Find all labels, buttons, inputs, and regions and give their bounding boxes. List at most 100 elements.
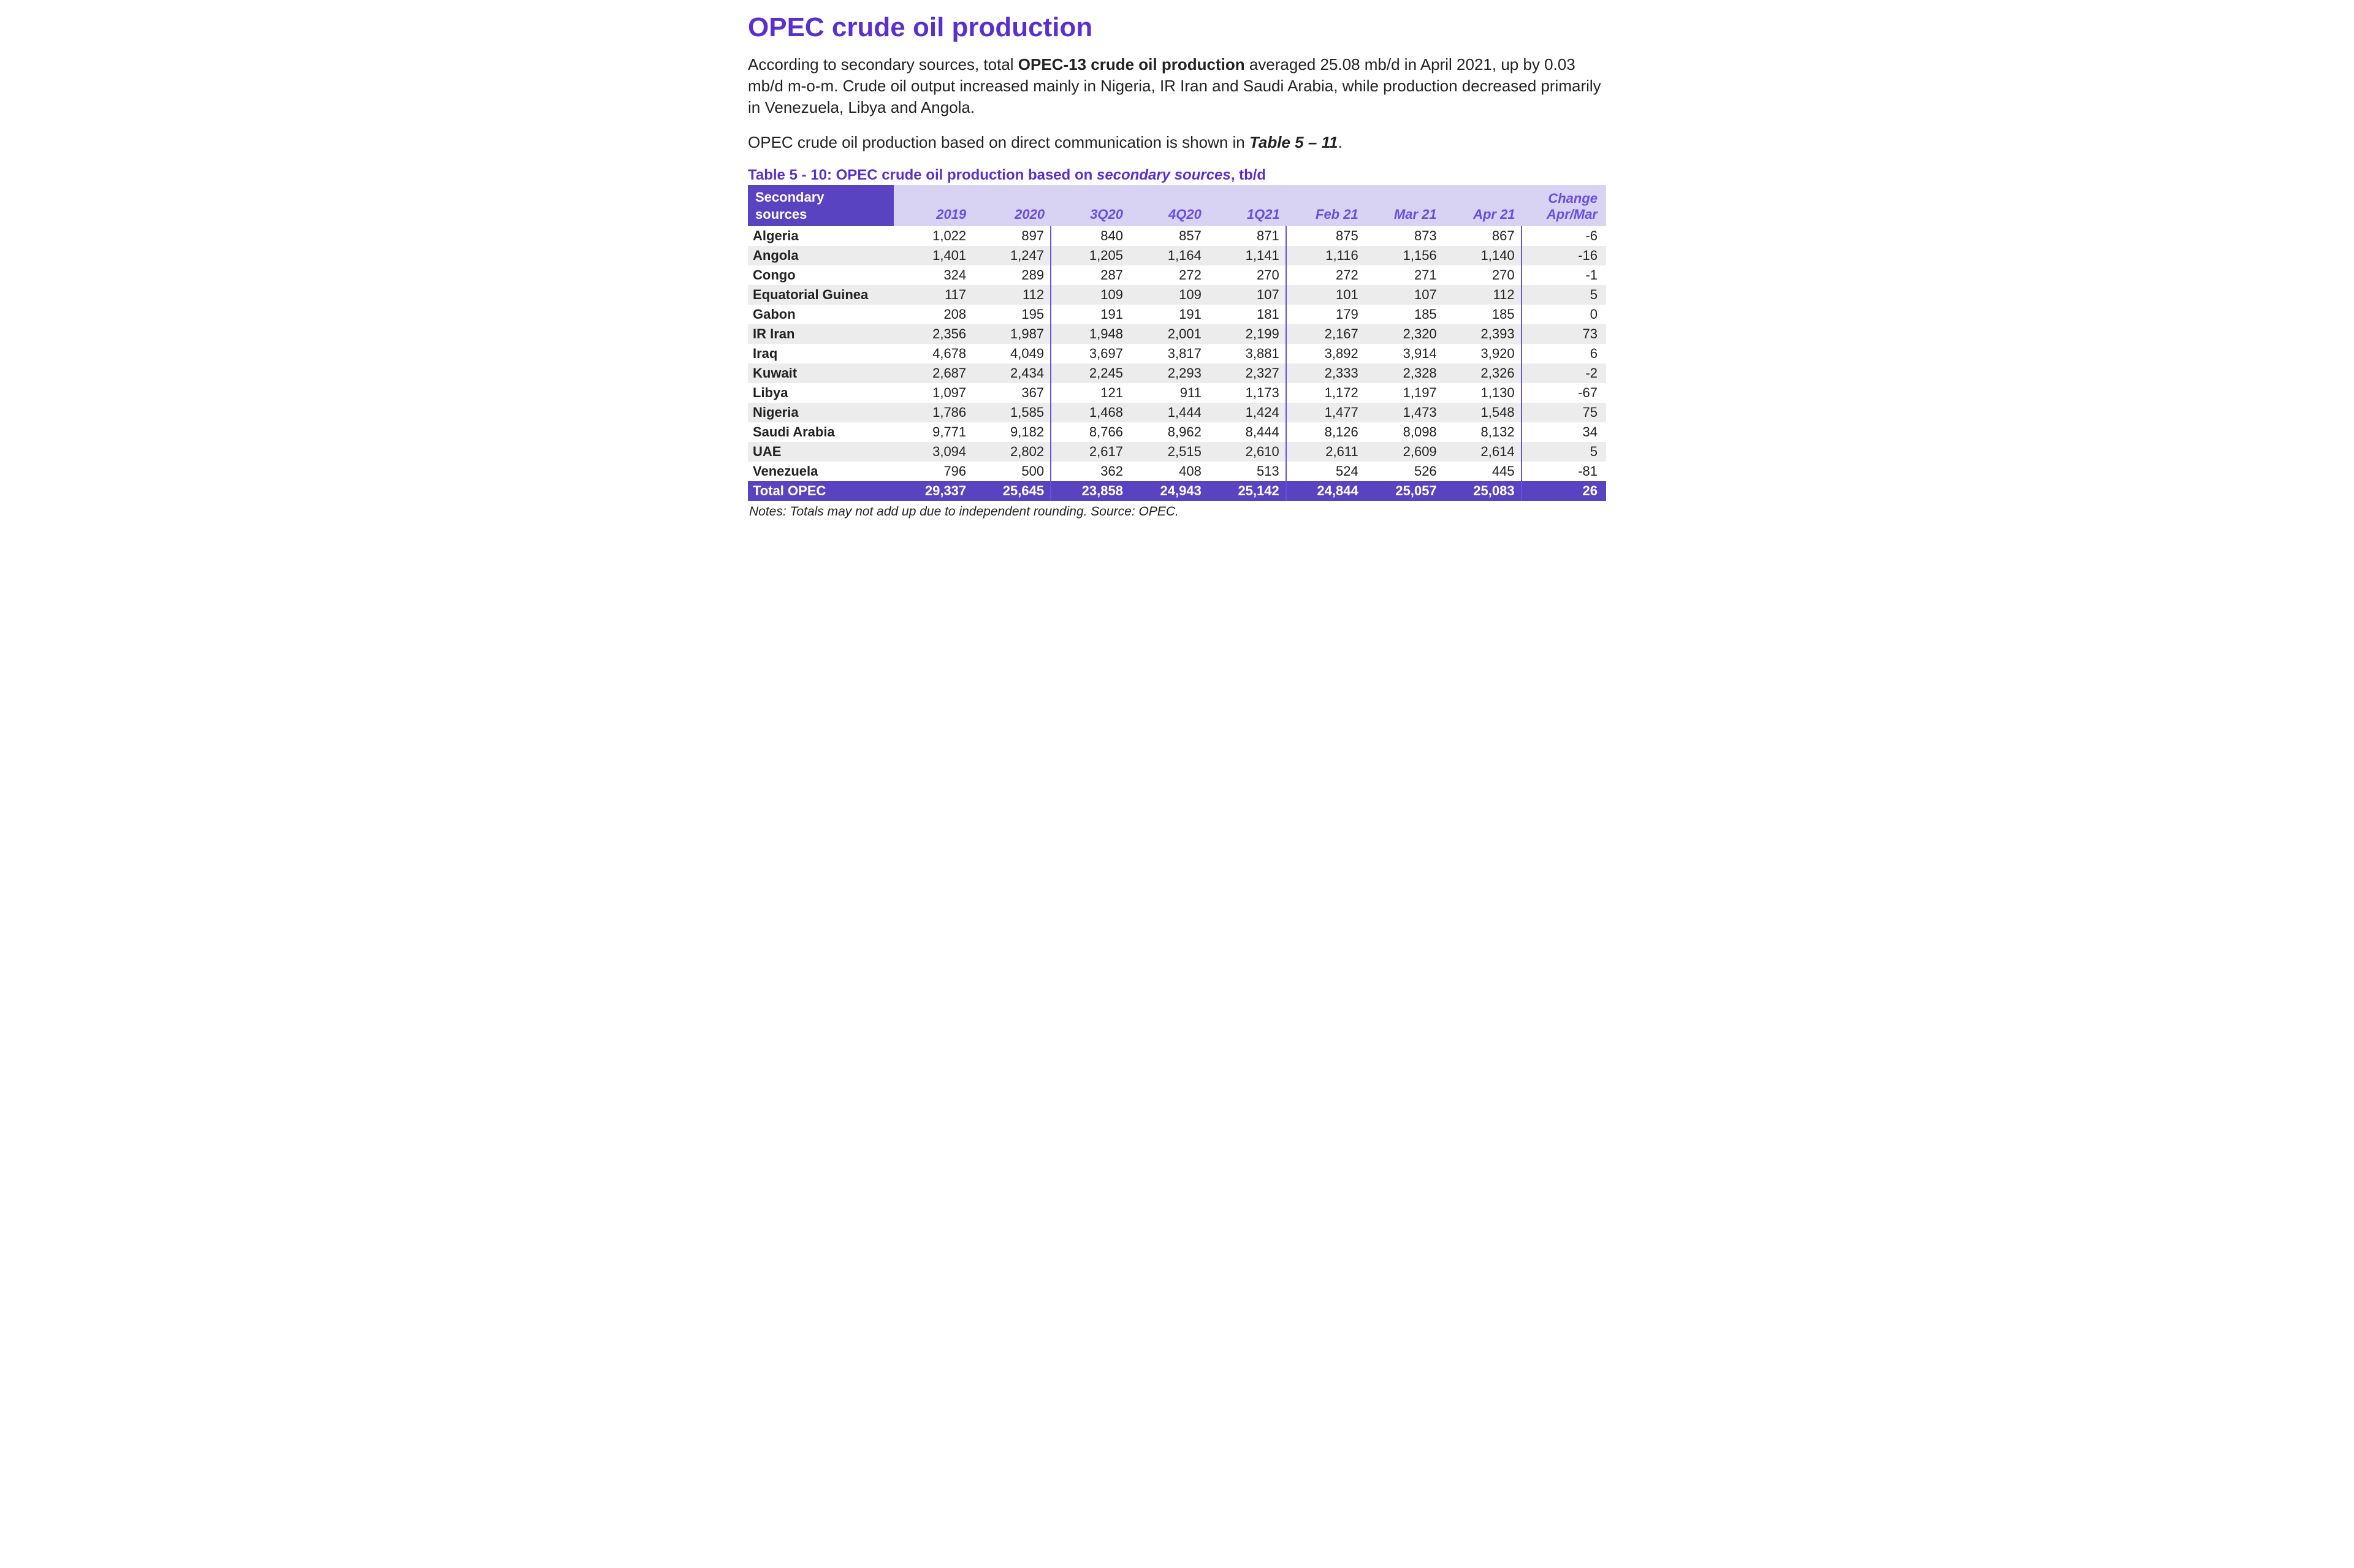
table-row: Saudi Arabia9,7719,1828,7668,9628,4448,1… [748, 422, 1606, 442]
table-body: Algeria1,022897840857871875873867-6Angol… [748, 226, 1606, 501]
value-cell: 2,167 [1286, 324, 1365, 344]
value-cell: 2,320 [1365, 324, 1443, 344]
table-total-row: Total OPEC29,33725,64523,85824,94325,142… [748, 481, 1606, 501]
change-cell: 5 [1522, 442, 1606, 462]
value-cell: 1,164 [1129, 246, 1208, 265]
value-cell: 500 [972, 462, 1051, 481]
value-cell: 867 [1443, 226, 1522, 246]
value-cell: 4,049 [972, 344, 1051, 363]
change-cell: 0 [1522, 305, 1606, 324]
table-ref: Table 5 – 11 [1249, 133, 1338, 151]
value-cell: 29,337 [894, 481, 972, 501]
header-line: Secondary [755, 189, 886, 206]
table-row: Venezuela796500362408513524526445-81 [748, 462, 1606, 481]
value-cell: 897 [972, 226, 1051, 246]
table-notes: Notes: Totals may not add up due to inde… [749, 504, 1606, 519]
text: . [1338, 133, 1343, 151]
value-cell: 270 [1208, 265, 1286, 285]
value-cell: 208 [894, 305, 972, 324]
page: OPEC crude oil production According to s… [729, 12, 1625, 544]
country-name: Nigeria [748, 403, 894, 422]
value-cell: 25,142 [1208, 481, 1286, 501]
value-cell: 121 [1051, 383, 1129, 403]
change-cell: 73 [1522, 324, 1606, 344]
value-cell: 2,434 [972, 363, 1051, 383]
change-cell: -6 [1522, 226, 1606, 246]
value-cell: 871 [1208, 226, 1286, 246]
value-cell: 24,844 [1286, 481, 1365, 501]
table-row: Iraq4,6784,0493,6973,8173,8813,8923,9143… [748, 344, 1606, 363]
value-cell: 2,327 [1208, 363, 1286, 383]
caption-text: , tb/d [1231, 167, 1266, 183]
opec-production-table: Secondary sources 2019 2020 3Q20 4Q20 1Q… [748, 185, 1606, 501]
value-cell: 2,610 [1208, 442, 1286, 462]
table-row: Angola1,4011,2471,2051,1641,1411,1161,15… [748, 246, 1606, 265]
value-cell: 107 [1208, 285, 1286, 305]
intro-paragraph-2: OPEC crude oil production based on direc… [748, 132, 1606, 153]
change-cell: -1 [1522, 265, 1606, 285]
country-name: IR Iran [748, 324, 894, 344]
header-line: Change [1528, 191, 1598, 207]
value-cell: 8,132 [1443, 422, 1522, 442]
value-cell: 2,617 [1051, 442, 1129, 462]
value-cell: 1,197 [1365, 383, 1443, 403]
value-cell: 524 [1286, 462, 1365, 481]
table-row: Congo324289287272270272271270-1 [748, 265, 1606, 285]
value-cell: 109 [1129, 285, 1208, 305]
value-cell: 873 [1365, 226, 1443, 246]
value-cell: 911 [1129, 383, 1208, 403]
value-cell: 1,116 [1286, 246, 1365, 265]
value-cell: 1,401 [894, 246, 972, 265]
value-cell: 1,477 [1286, 403, 1365, 422]
country-name: Congo [748, 265, 894, 285]
value-cell: 1,173 [1208, 383, 1286, 403]
header-line: Apr/Mar [1528, 207, 1598, 223]
value-cell: 23,858 [1051, 481, 1129, 501]
value-cell: 513 [1208, 462, 1286, 481]
value-cell: 179 [1286, 305, 1365, 324]
text: OPEC crude oil production based on direc… [748, 133, 1249, 151]
caption-text: Table 5 - 10: OPEC crude oil production … [748, 167, 1097, 183]
value-cell: 185 [1443, 305, 1522, 324]
value-cell: 195 [972, 305, 1051, 324]
change-cell: 75 [1522, 403, 1606, 422]
value-cell: 1,205 [1051, 246, 1129, 265]
value-cell: 3,914 [1365, 344, 1443, 363]
value-cell: 107 [1365, 285, 1443, 305]
value-cell: 2,326 [1443, 363, 1522, 383]
value-cell: 1,473 [1365, 403, 1443, 422]
col-header: Apr 21 [1443, 185, 1522, 226]
value-cell: 272 [1129, 265, 1208, 285]
change-cell: -67 [1522, 383, 1606, 403]
value-cell: 181 [1208, 305, 1286, 324]
value-cell: 1,444 [1129, 403, 1208, 422]
table-row: UAE3,0942,8022,6172,5152,6102,6112,6092,… [748, 442, 1606, 462]
value-cell: 3,817 [1129, 344, 1208, 363]
value-cell: 324 [894, 265, 972, 285]
value-cell: 2,199 [1208, 324, 1286, 344]
value-cell: 1,097 [894, 383, 972, 403]
value-cell: 287 [1051, 265, 1129, 285]
col-header: 2019 [894, 185, 972, 226]
value-cell: 8,766 [1051, 422, 1129, 442]
value-cell: 2,001 [1129, 324, 1208, 344]
value-cell: 2,293 [1129, 363, 1208, 383]
table-caption: Table 5 - 10: OPEC crude oil production … [748, 167, 1606, 184]
value-cell: 796 [894, 462, 972, 481]
value-cell: 1,548 [1443, 403, 1522, 422]
value-cell: 191 [1051, 305, 1129, 324]
value-cell: 2,328 [1365, 363, 1443, 383]
table-row: Gabon2081951911911811791851850 [748, 305, 1606, 324]
value-cell: 2,802 [972, 442, 1051, 462]
table-row: Algeria1,022897840857871875873867-6 [748, 226, 1606, 246]
value-cell: 1,468 [1051, 403, 1129, 422]
bold-term: OPEC-13 crude oil production [1018, 55, 1245, 74]
country-name: Gabon [748, 305, 894, 324]
value-cell: 2,245 [1051, 363, 1129, 383]
col-header: Mar 21 [1365, 185, 1443, 226]
table-row: Equatorial Guinea11711210910910710110711… [748, 285, 1606, 305]
value-cell: 9,182 [972, 422, 1051, 442]
value-cell: 1,247 [972, 246, 1051, 265]
value-cell: 25,057 [1365, 481, 1443, 501]
col-header: 3Q20 [1051, 185, 1129, 226]
